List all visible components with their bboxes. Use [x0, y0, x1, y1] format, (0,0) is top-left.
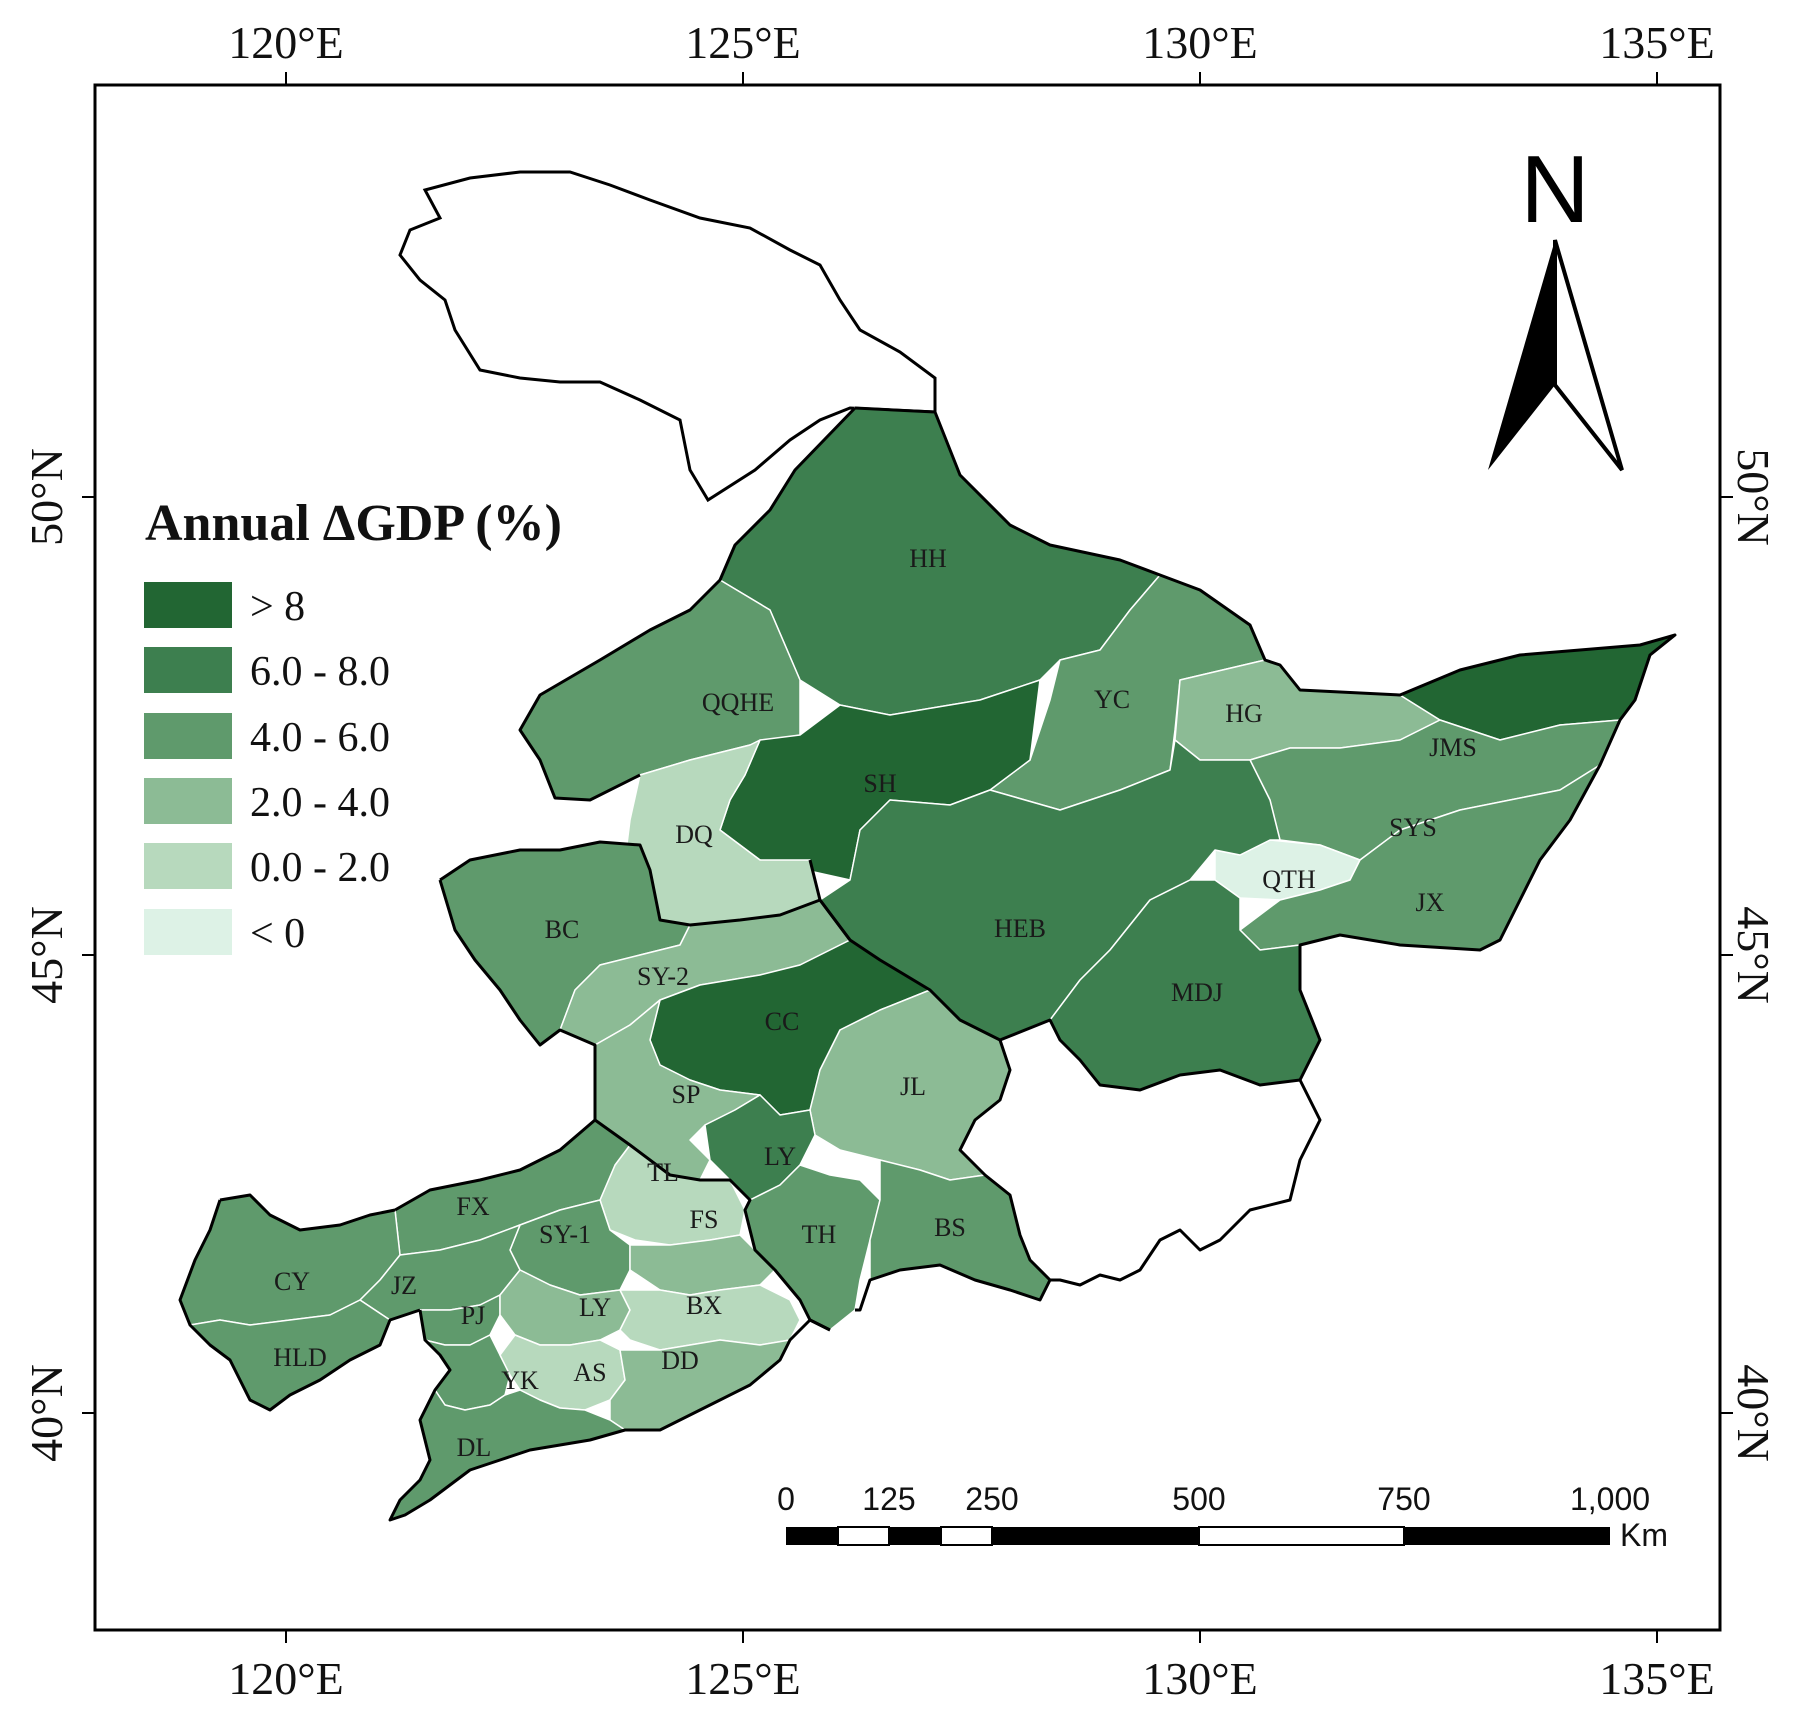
region-label: DD	[661, 1346, 699, 1375]
region-label: QTH	[1262, 865, 1316, 894]
region-label: BS	[934, 1213, 966, 1242]
region-label: HG	[1225, 699, 1263, 728]
region-polygons	[179, 407, 1676, 1521]
region-label: SYS	[1389, 813, 1437, 842]
region-label: JMS	[1429, 733, 1477, 762]
legend-label: 0.0 - 2.0	[250, 845, 390, 891]
left-axis-labels: 50°N 45°N 40°N	[21, 448, 72, 1462]
region-label: FX	[456, 1192, 489, 1221]
left-tick-label: 45°N	[21, 906, 72, 1004]
legend-label: 4.0 - 6.0	[250, 715, 390, 761]
scale-segment	[1198, 1526, 1405, 1546]
region-label: LY	[579, 1293, 611, 1322]
bottom-tick-label: 125°E	[685, 1653, 801, 1704]
north-arrow: N	[1488, 136, 1624, 472]
left-tick-label: 50°N	[21, 448, 72, 546]
scale-tick-label: 125	[862, 1481, 915, 1517]
legend-title: Annual ΔGDP (%)	[145, 495, 562, 552]
graticule-ticks	[82, 72, 1733, 1643]
region-label: PJ	[461, 1301, 486, 1330]
top-tick-label: 120°E	[228, 17, 344, 68]
region-label: CC	[765, 1007, 800, 1036]
right-tick-label: 45°N	[1728, 906, 1779, 1004]
scale-tick-label: 1,000	[1570, 1481, 1650, 1517]
region-label: DL	[457, 1433, 492, 1462]
region-label: TH	[802, 1220, 837, 1249]
scale-segment	[889, 1527, 941, 1545]
top-tick-label: 135°E	[1599, 17, 1715, 68]
top-tick-label: 130°E	[1142, 17, 1258, 68]
scale-tick-label: 750	[1377, 1481, 1430, 1517]
bottom-tick-label: 135°E	[1599, 1653, 1715, 1704]
region-label: SY-1	[539, 1220, 591, 1249]
region-label: CY	[274, 1267, 310, 1296]
scale-tick-label: 500	[1172, 1481, 1225, 1517]
legend-label: 2.0 - 4.0	[250, 780, 390, 826]
legend-swatch-0-2	[144, 843, 232, 889]
scale-unit: Km	[1620, 1517, 1668, 1553]
top-axis-labels: 120°E 125°E 130°E 135°E	[228, 17, 1715, 68]
region-label: JX	[1416, 888, 1445, 917]
scale-tick-label: 0	[777, 1481, 795, 1517]
north-arrow-label: N	[1520, 136, 1589, 243]
legend-items: > 8 6.0 - 8.0 4.0 - 6.0 2.0 - 4.0 0.0 - …	[144, 582, 390, 957]
region-label: DQ	[675, 820, 713, 849]
region-label: SH	[863, 769, 896, 798]
region-label: TL	[647, 1158, 679, 1187]
region-label: BC	[545, 915, 580, 944]
scale-segment	[940, 1526, 993, 1546]
legend-swatch-6-8	[144, 647, 232, 693]
region-label: HLD	[273, 1343, 326, 1372]
region-label: JL	[900, 1072, 926, 1101]
region-label: YK	[501, 1366, 539, 1395]
region-label: HH	[909, 544, 947, 573]
legend-swatch-4-6	[144, 713, 232, 759]
region-label: YC	[1094, 685, 1130, 714]
legend-swatch-2-4	[144, 778, 232, 824]
legend-label: > 8	[250, 584, 305, 630]
region-label: HEB	[994, 914, 1046, 943]
region-label: SP	[672, 1080, 701, 1109]
northern-unshaded-region	[398, 170, 937, 503]
province-boundaries	[178, 406, 1677, 1522]
legend-swatch-gt8	[144, 582, 232, 628]
scale-tick-label: 250	[965, 1481, 1018, 1517]
right-axis-labels: 50°N 45°N 40°N	[1728, 448, 1779, 1462]
right-tick-label: 40°N	[1728, 1364, 1779, 1462]
north-arrow-left-half	[1488, 240, 1555, 470]
bottom-tick-label: 130°E	[1142, 1653, 1258, 1704]
region-label: FS	[690, 1205, 719, 1234]
left-tick-label: 40°N	[21, 1364, 72, 1462]
region-AS	[499, 1334, 626, 1411]
legend-label: 6.0 - 8.0	[250, 649, 390, 695]
top-tick-label: 125°E	[685, 17, 801, 68]
bottom-axis-labels: 120°E 125°E 130°E 135°E	[228, 1653, 1715, 1704]
region-label: QQHE	[702, 688, 774, 717]
region-labels: HH QQHE YC HG JMS SH DQ SYS QTH JX HEB M…	[273, 544, 1477, 1462]
scale-segment	[786, 1527, 838, 1545]
scale-segment	[992, 1527, 1199, 1545]
scale-bar: 0 125 250 500 750 1,000 Km	[777, 1481, 1668, 1553]
scale-segment	[837, 1526, 890, 1546]
scale-segment	[1404, 1527, 1610, 1545]
region-label: SY-2	[637, 962, 689, 991]
legend-label: < 0	[250, 911, 305, 957]
right-tick-label: 50°N	[1728, 448, 1779, 546]
region-label: LY	[764, 1142, 796, 1171]
legend: Annual ΔGDP (%)	[145, 495, 562, 552]
region-label: MDJ	[1171, 978, 1223, 1007]
bottom-tick-label: 120°E	[228, 1653, 344, 1704]
region-FS	[629, 1234, 776, 1296]
region-label: AS	[573, 1358, 606, 1387]
region-label: BX	[686, 1291, 722, 1320]
region-label: JZ	[391, 1271, 417, 1300]
legend-swatch-lt0	[144, 909, 232, 955]
north-arrow-right-half	[1553, 239, 1624, 472]
